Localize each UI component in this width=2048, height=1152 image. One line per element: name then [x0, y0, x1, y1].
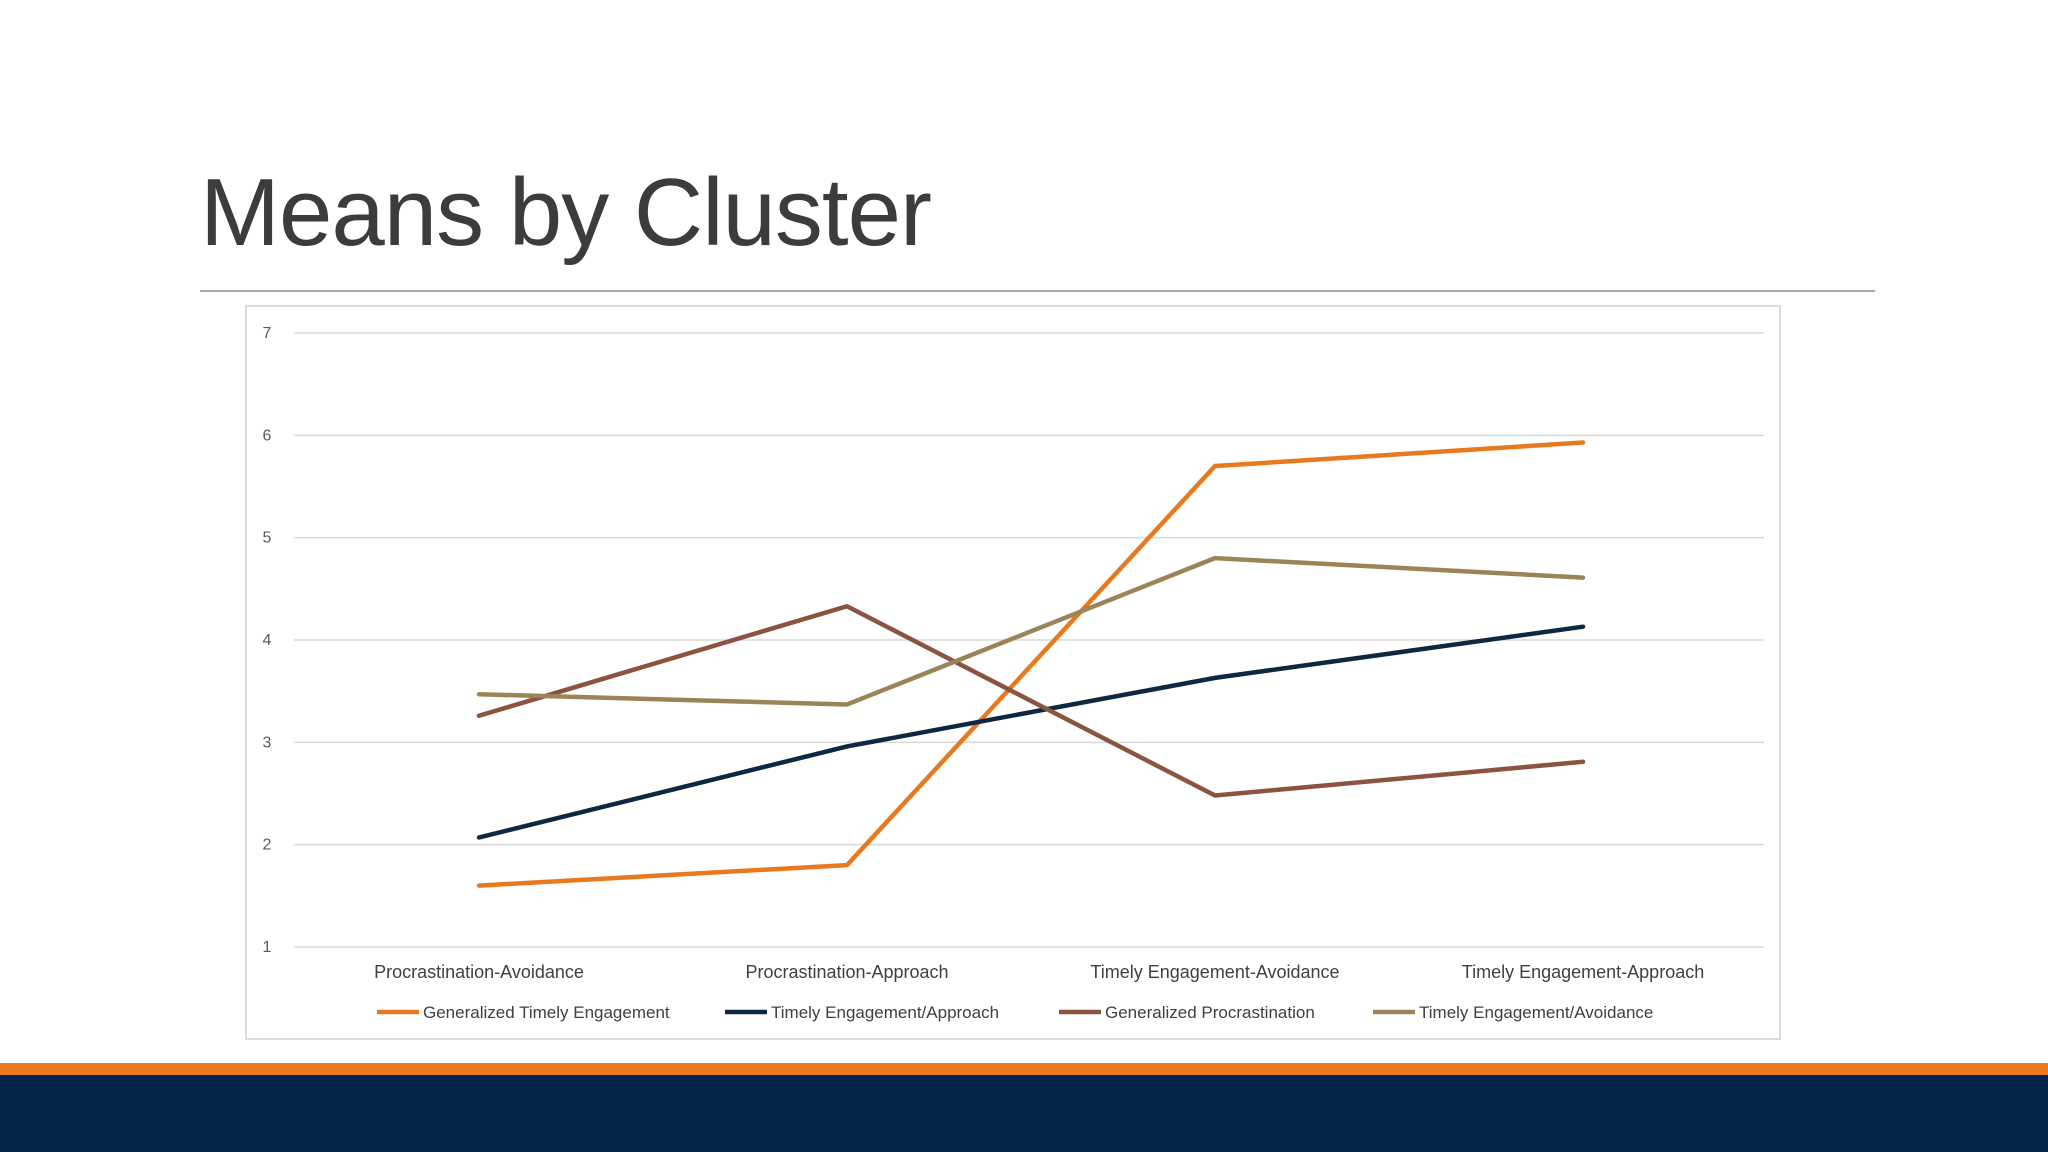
series-line-2 [476, 624, 1586, 840]
footer-accent-band [0, 1063, 2048, 1075]
chart-frame: 1 2 3 4 5 6 7 Procrastination-Avoidance Procrast… [245, 305, 1781, 1040]
y-tick-label: 3 [263, 734, 272, 751]
slide-title: Means by Cluster [200, 159, 932, 266]
x-category-label: Timely Engagement-Approach [1462, 962, 1704, 982]
series-line-3 [476, 603, 1586, 798]
line-chart: 1 2 3 4 5 6 7 Procrastination-Avoidance Procrast… [263, 325, 1764, 1022]
y-tick-label: 4 [263, 632, 272, 649]
title-divider [200, 290, 1875, 292]
x-category-label: Procrastination-Avoidance [374, 962, 584, 982]
y-tick-label: 2 [263, 837, 272, 854]
y-tick-label: 5 [263, 530, 272, 547]
y-tick-label: 7 [263, 325, 272, 342]
y-tick-label: 1 [263, 939, 272, 956]
x-category-label: Timely Engagement-Avoidance [1090, 962, 1339, 982]
series-line-4 [476, 555, 1586, 707]
legend-label: Timely Engagement/Approach [771, 1003, 999, 1022]
legend-label: Generalized Timely Engagement [423, 1003, 670, 1022]
footer-band [0, 1075, 2048, 1152]
series-line-1 [476, 440, 1586, 888]
legend-label: Generalized Procrastination [1105, 1003, 1315, 1022]
x-category-label: Procrastination-Approach [745, 962, 948, 982]
legend-label: Timely Engagement/Avoidance [1419, 1003, 1653, 1022]
y-tick-label: 6 [263, 427, 272, 444]
